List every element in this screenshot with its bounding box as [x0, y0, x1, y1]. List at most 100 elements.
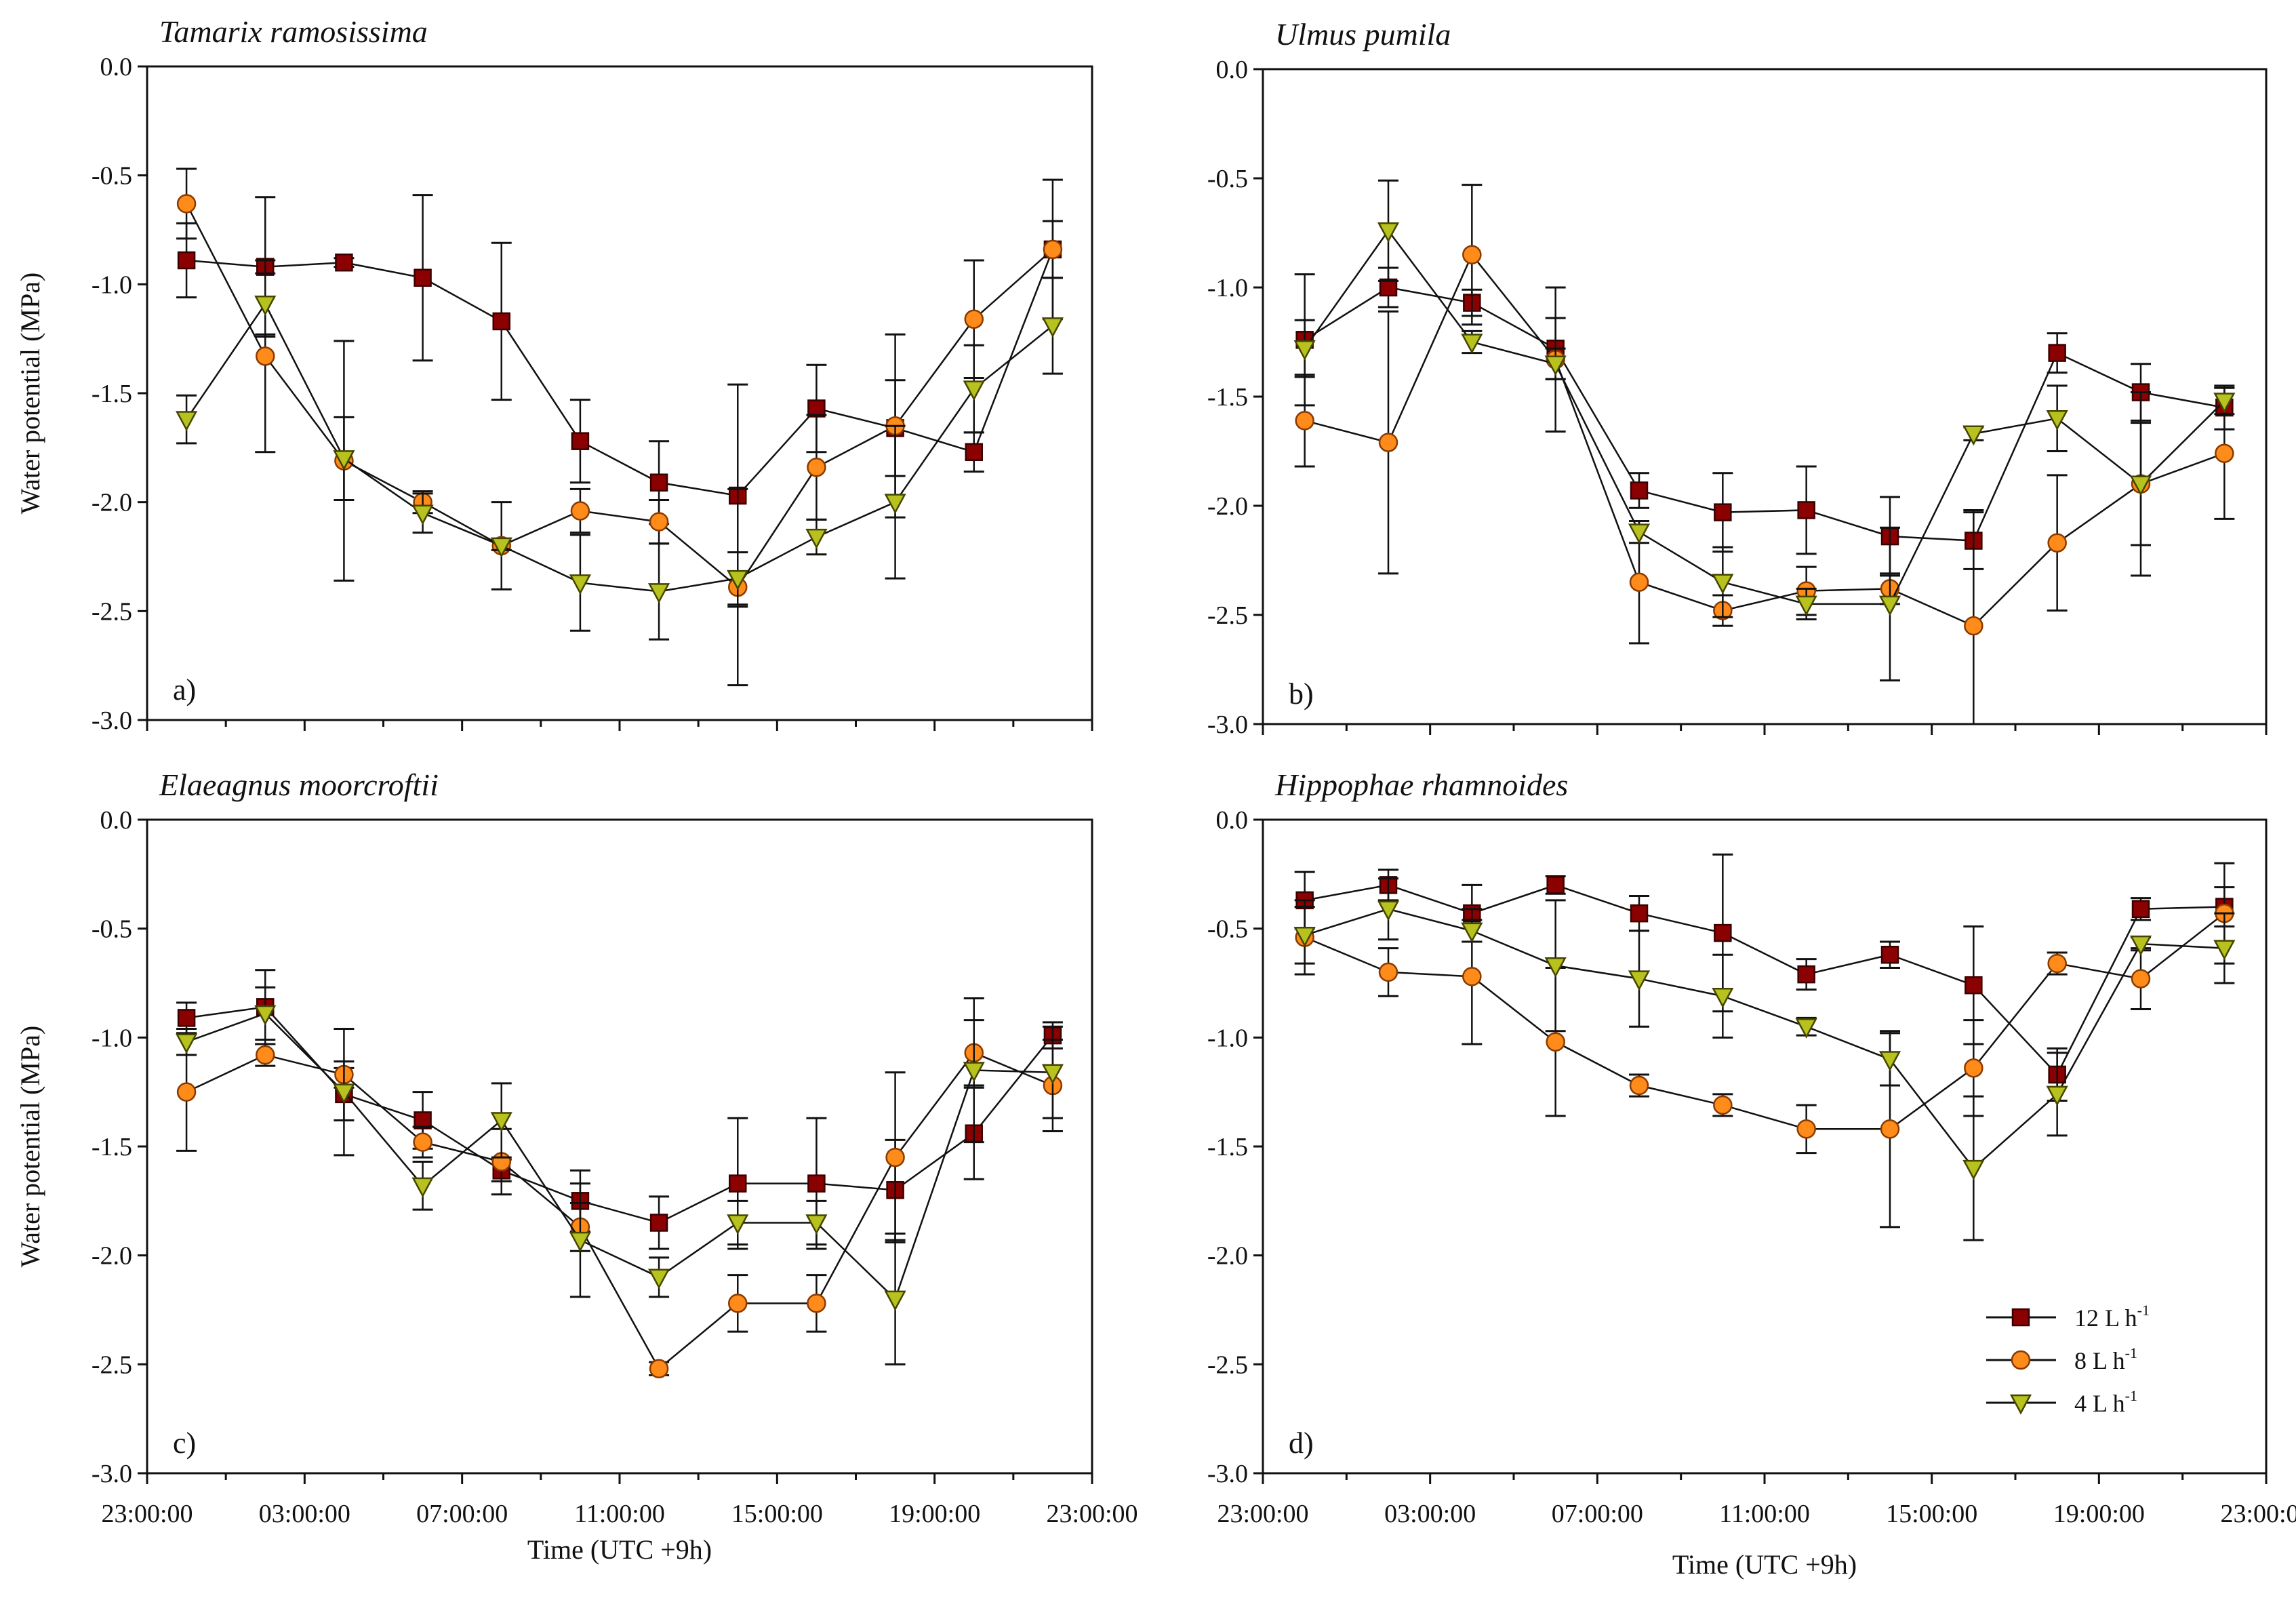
- data-point: [1962, 1159, 1985, 1180]
- x-tick-label: 11:00:00: [574, 1500, 665, 1528]
- data-point: [1712, 988, 1734, 1008]
- data-point: [1544, 957, 1567, 978]
- series-line: [186, 1012, 1053, 1301]
- legend-marker: [2011, 1308, 2030, 1327]
- data-point: [1878, 1051, 1901, 1072]
- series-12L: [1294, 853, 2235, 1102]
- legend-label-base: 12 L h: [2074, 1304, 2137, 1332]
- series-8L: [176, 1019, 1063, 1379]
- data-point: [805, 1214, 828, 1235]
- data-point: [2131, 969, 2151, 988]
- data-point: [333, 450, 355, 471]
- y-tick-label: -1.5: [1207, 383, 1248, 412]
- data-point: [2129, 475, 2152, 496]
- series-line: [186, 302, 1053, 593]
- x-axis-label: Time (UTC +9h): [527, 1534, 712, 1565]
- series-4L: [1293, 877, 2236, 1241]
- data-point: [1293, 340, 1316, 361]
- y-tick-label: -2.0: [92, 1242, 132, 1271]
- panel-label: b): [1289, 677, 1314, 711]
- data-point: [571, 432, 590, 450]
- series-line: [1304, 884, 2225, 1077]
- data-point: [1377, 222, 1400, 243]
- y-axis-label: Water potential (MPa): [15, 273, 45, 515]
- legend: 12 L h-18 L h-14 L h-1: [1986, 1302, 2150, 1417]
- series-8L: [1294, 184, 2235, 724]
- y-tick-label: -2.5: [1207, 601, 1248, 630]
- data-point: [2046, 410, 2068, 431]
- x-tick-label: 07:00:00: [416, 1500, 508, 1528]
- data-point: [1377, 900, 1400, 921]
- x-axis-label: Time (UTC +9h): [1672, 1549, 1857, 1580]
- x-tick-label: 03:00:00: [259, 1500, 350, 1528]
- data-point: [807, 458, 826, 477]
- data-point: [411, 504, 434, 525]
- data-point: [1378, 433, 1398, 452]
- data-point: [1378, 962, 1398, 982]
- y-tick-label: -2.5: [1207, 1351, 1248, 1379]
- plot-frame: [1262, 818, 2268, 1475]
- data-point: [569, 574, 592, 595]
- data-point: [2131, 900, 2150, 918]
- x-tick-label: 11:00:00: [1719, 1500, 1810, 1528]
- y-tick-label: -2.5: [92, 1351, 132, 1379]
- data-point: [1795, 595, 1817, 616]
- data-point: [1878, 595, 1901, 616]
- data-point: [1546, 876, 1565, 894]
- series-4L: [1293, 179, 2236, 682]
- data-point: [570, 501, 590, 521]
- x-tick-label: 15:00:00: [1886, 1500, 1977, 1528]
- y-tick-label: -3.0: [92, 1460, 132, 1488]
- data-point: [2047, 953, 2067, 974]
- x-tick-label: 03:00:00: [1384, 1500, 1476, 1528]
- series-line: [1304, 913, 2225, 1130]
- data-point: [569, 1231, 592, 1252]
- y-tick-label: -0.5: [92, 915, 132, 944]
- data-point: [1630, 481, 1649, 500]
- data-point: [490, 1112, 512, 1133]
- y-tick-label: 0.0: [1216, 806, 1249, 835]
- data-point: [1630, 904, 1649, 923]
- data-point: [647, 1269, 670, 1290]
- chart-panel-b: 0.0 -0.5 -1.0 -1.5 -2.0 -2.5 -3.0 Ulmus pumila b…: [1207, 17, 2268, 739]
- chart-panel-d: 0.0 -0.5 -1.0 -1.5 -2.0 -2.5 -3.0 23:00:00 03:00…: [1207, 767, 2296, 1580]
- data-point: [1462, 245, 1482, 264]
- data-point: [413, 1132, 432, 1152]
- data-point: [1962, 425, 1985, 446]
- x-tick-label: 23:00:00: [1217, 1500, 1308, 1528]
- y-tick-label: -0.5: [1207, 915, 1248, 944]
- data-point: [2213, 393, 2236, 414]
- data-point: [963, 1062, 985, 1083]
- y-axis-label: Water potential (MPa): [15, 1026, 45, 1268]
- data-point: [1880, 1119, 1900, 1139]
- data-point: [2046, 1085, 2068, 1106]
- series-line: [186, 1052, 1053, 1370]
- data-point: [805, 528, 828, 549]
- data-point: [1964, 1058, 1983, 1078]
- data-point: [254, 1005, 277, 1026]
- panel-title: Tamarix ramosissima: [159, 14, 428, 49]
- data-point: [1712, 574, 1734, 595]
- y-tick-label: -1.5: [92, 1133, 132, 1161]
- data-point: [649, 473, 668, 492]
- series-line: [1304, 229, 2225, 605]
- data-point: [1041, 1064, 1064, 1085]
- panel-label: d): [1289, 1426, 1314, 1460]
- data-point: [728, 1294, 748, 1313]
- data-point: [727, 570, 749, 591]
- panel-title: Elaeagnus moorcroftii: [159, 767, 439, 802]
- legend-label: 4 L h-1: [2074, 1387, 2137, 1417]
- y-tick-label: -1.0: [1207, 274, 1248, 302]
- data-point: [965, 443, 983, 462]
- y-tick-label: -1.5: [92, 380, 132, 408]
- y-tick-label: -3.0: [92, 706, 132, 735]
- data-point: [1714, 923, 1732, 942]
- x-tick-label: 07:00:00: [1552, 1500, 1643, 1528]
- legend-label-sup: -1: [2125, 1344, 2137, 1361]
- data-point: [492, 312, 510, 331]
- data-point: [1964, 616, 1983, 636]
- series-line: [186, 249, 1054, 497]
- y-tick-label: -1.0: [92, 271, 132, 299]
- data-point: [807, 1294, 826, 1313]
